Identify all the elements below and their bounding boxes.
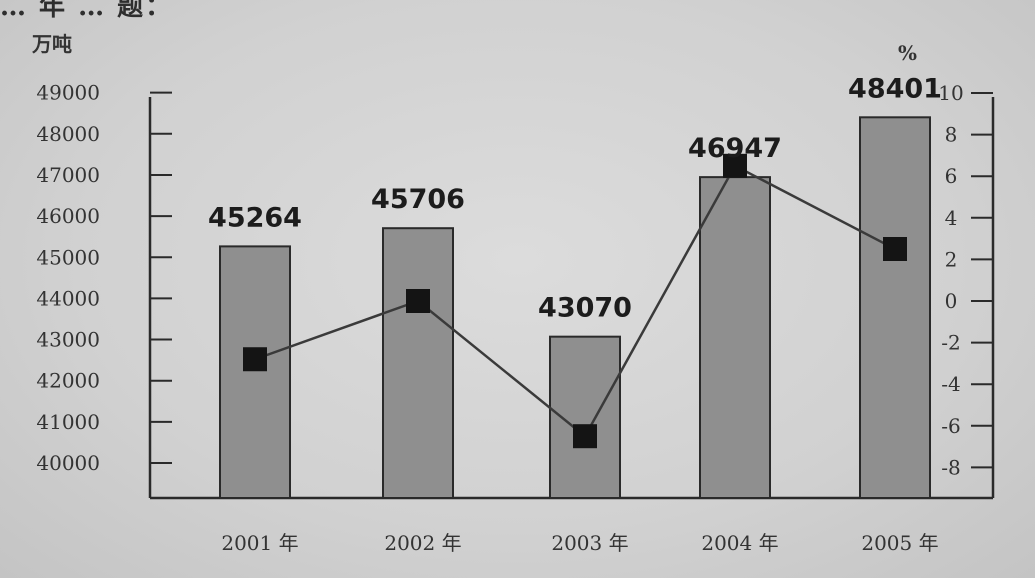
right-axis-tick-label: -8 <box>941 455 960 479</box>
right-axis-tick-label: 8 <box>945 123 958 147</box>
left-axis-tick-label: 42000 <box>36 369 100 393</box>
left-axis-unit: 万吨 <box>31 32 72 56</box>
right-axis-tick-label: -4 <box>941 372 960 396</box>
left-axis-tick-label: 40000 <box>36 451 100 475</box>
left-axis-tick-label: 41000 <box>36 410 100 434</box>
growth-line <box>243 153 907 449</box>
line-marker <box>406 289 430 313</box>
left-axis-tick-label: 48000 <box>36 122 100 146</box>
left-axis-tick-label: 44000 <box>36 286 100 310</box>
x-category-label: 2005 年 <box>861 531 938 555</box>
right-axis-tick-label: 0 <box>945 289 958 313</box>
bar-value-label: 46947 <box>688 133 782 164</box>
right-axis-tick-label: 10 <box>938 81 963 105</box>
labels: 40000 41000 42000 43000 44000 45000 46000 47000… <box>31 32 964 555</box>
left-axis-tick-label: 49000 <box>36 81 100 105</box>
bar <box>382 227 454 500</box>
right-axis-tick-label: 6 <box>945 164 958 188</box>
bar <box>219 245 291 499</box>
left-axis-tick-label: 46000 <box>36 204 100 228</box>
bar-value-label: 45706 <box>371 184 465 215</box>
left-axis-tick-label: 43000 <box>36 328 100 352</box>
bar <box>699 176 771 499</box>
right-axis-unit: % <box>898 41 917 65</box>
left-axis-tick-label: 45000 <box>36 245 100 269</box>
right-axis-tick-label: 4 <box>945 206 958 230</box>
right-axis-tick-label: -2 <box>941 331 960 355</box>
right-axis-tick-label: 2 <box>945 247 958 271</box>
x-category-label: 2003 年 <box>551 531 628 555</box>
line-marker <box>573 424 597 449</box>
bar <box>859 116 931 499</box>
right-axis-tick-label: -6 <box>941 414 960 438</box>
line-marker <box>723 153 747 178</box>
x-category-label: 2001 年 <box>221 531 298 555</box>
bar-value-label: 48401 <box>848 73 942 104</box>
left-axis-tick-label: 47000 <box>36 163 100 187</box>
header-text-fragment: … 年 … 题： <box>0 0 174 22</box>
x-category-label: 2002 年 <box>384 531 461 555</box>
x-category-label: 2004 年 <box>701 531 778 555</box>
bar-value-label: 43070 <box>538 293 632 324</box>
bar-value-label: 45264 <box>208 202 302 233</box>
line-marker <box>243 347 267 372</box>
bars <box>219 116 931 500</box>
line-marker <box>883 237 907 261</box>
